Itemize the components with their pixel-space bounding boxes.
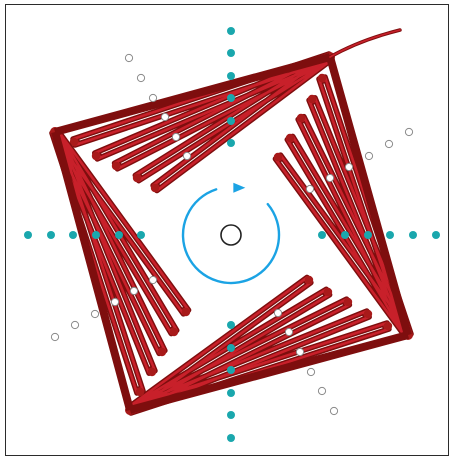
cyan-dot-17 [115,231,123,239]
hollow-dot-17 [284,327,294,337]
hollow-dot-13 [329,406,339,416]
coil-bottom-tip-3 [343,297,353,307]
cyan-dot-15 [69,231,77,239]
hollow-dot-24 [148,275,158,285]
hollow-dot-15 [306,367,316,377]
coil-left [49,127,192,397]
cyan-dot-10 [227,389,235,397]
hollow-dot-23 [129,286,139,296]
cyan-dot-11 [227,411,235,419]
cyan-dot-20 [341,231,349,239]
cyan-dot-23 [409,231,417,239]
cyan-dot-18 [137,231,145,239]
hollow-dot-9 [364,151,374,161]
cyan-dot-21 [364,231,372,239]
hollow-dot-3 [148,93,158,103]
coil-left-tip-4 [147,367,157,377]
center-layer [181,182,281,285]
coil-right-tip-3 [296,113,306,123]
coil-bottom-tip-5 [304,275,314,285]
coil-frame [51,53,412,414]
cyan-dot-16 [92,231,100,239]
rotation-arrow-head [233,182,246,193]
cyan-dot-12 [227,434,235,442]
hollow-dot-14 [317,386,327,396]
coil-left-tip-5 [135,387,145,397]
hollow-dot-5 [171,132,181,142]
cyan-dot-14 [47,231,55,239]
hollow-dot-2 [136,73,146,83]
coil-left-tip-2 [169,327,179,337]
cyan-dot-2 [227,49,235,57]
coil-frame-strands [51,53,412,414]
hollow-dot-22 [110,297,120,307]
cyan-dot-13 [24,231,32,239]
dot-layer [24,27,440,442]
center-circle-icon [220,224,242,246]
coil-top-tip-5 [150,183,160,193]
coil-top-tip-3 [111,161,121,171]
cyan-dot-8 [227,344,235,352]
coil-top-tip-4 [132,173,142,183]
cyan-dot-1 [227,27,235,35]
hollow-dot-16 [295,347,305,357]
hollow-dot-19 [50,332,60,342]
hollow-dot-8 [384,139,394,149]
coil-bottom-tip-1 [383,321,393,331]
cyan-dot-9 [227,366,235,374]
coil-right-tip-5 [273,152,283,162]
coil-layer [49,28,414,416]
hollow-dot-18 [273,308,283,318]
coil-bottom [125,274,393,416]
hollow-dot-12 [305,184,315,194]
hollow-dot-10 [344,162,354,172]
coil-right-tip-4 [285,133,295,143]
hollow-dot-1 [124,53,134,63]
rotation-arrow-icon [181,188,281,285]
hollow-dot-21 [90,309,100,319]
coil-left-tip-1 [181,307,191,317]
lead-wire-outline [328,28,402,59]
cyan-dot-5 [227,117,235,125]
cyan-dot-22 [386,231,394,239]
coil-top-tip-1 [69,137,79,147]
cyan-dot-4 [227,94,235,102]
hollow-dot-20 [70,320,80,330]
coil-bottom-tip-4 [323,287,333,297]
cyan-dot-7 [227,321,235,329]
coil-right-tip-2 [307,94,317,104]
coil-right-tip-1 [317,73,327,83]
cyan-dot-19 [318,231,326,239]
coil-bottom-tip-2 [363,309,373,319]
lead-wire [329,29,401,58]
coil-left-tip-3 [157,347,167,357]
cyan-dot-24 [432,231,440,239]
cyan-dot-6 [227,139,235,147]
coil-top-tip-2 [91,151,101,161]
hollow-dot-4 [160,112,170,122]
hollow-dot-11 [325,173,335,183]
hollow-dot-7 [404,127,414,137]
hollow-dot-6 [182,151,192,161]
cyan-dot-3 [227,72,235,80]
